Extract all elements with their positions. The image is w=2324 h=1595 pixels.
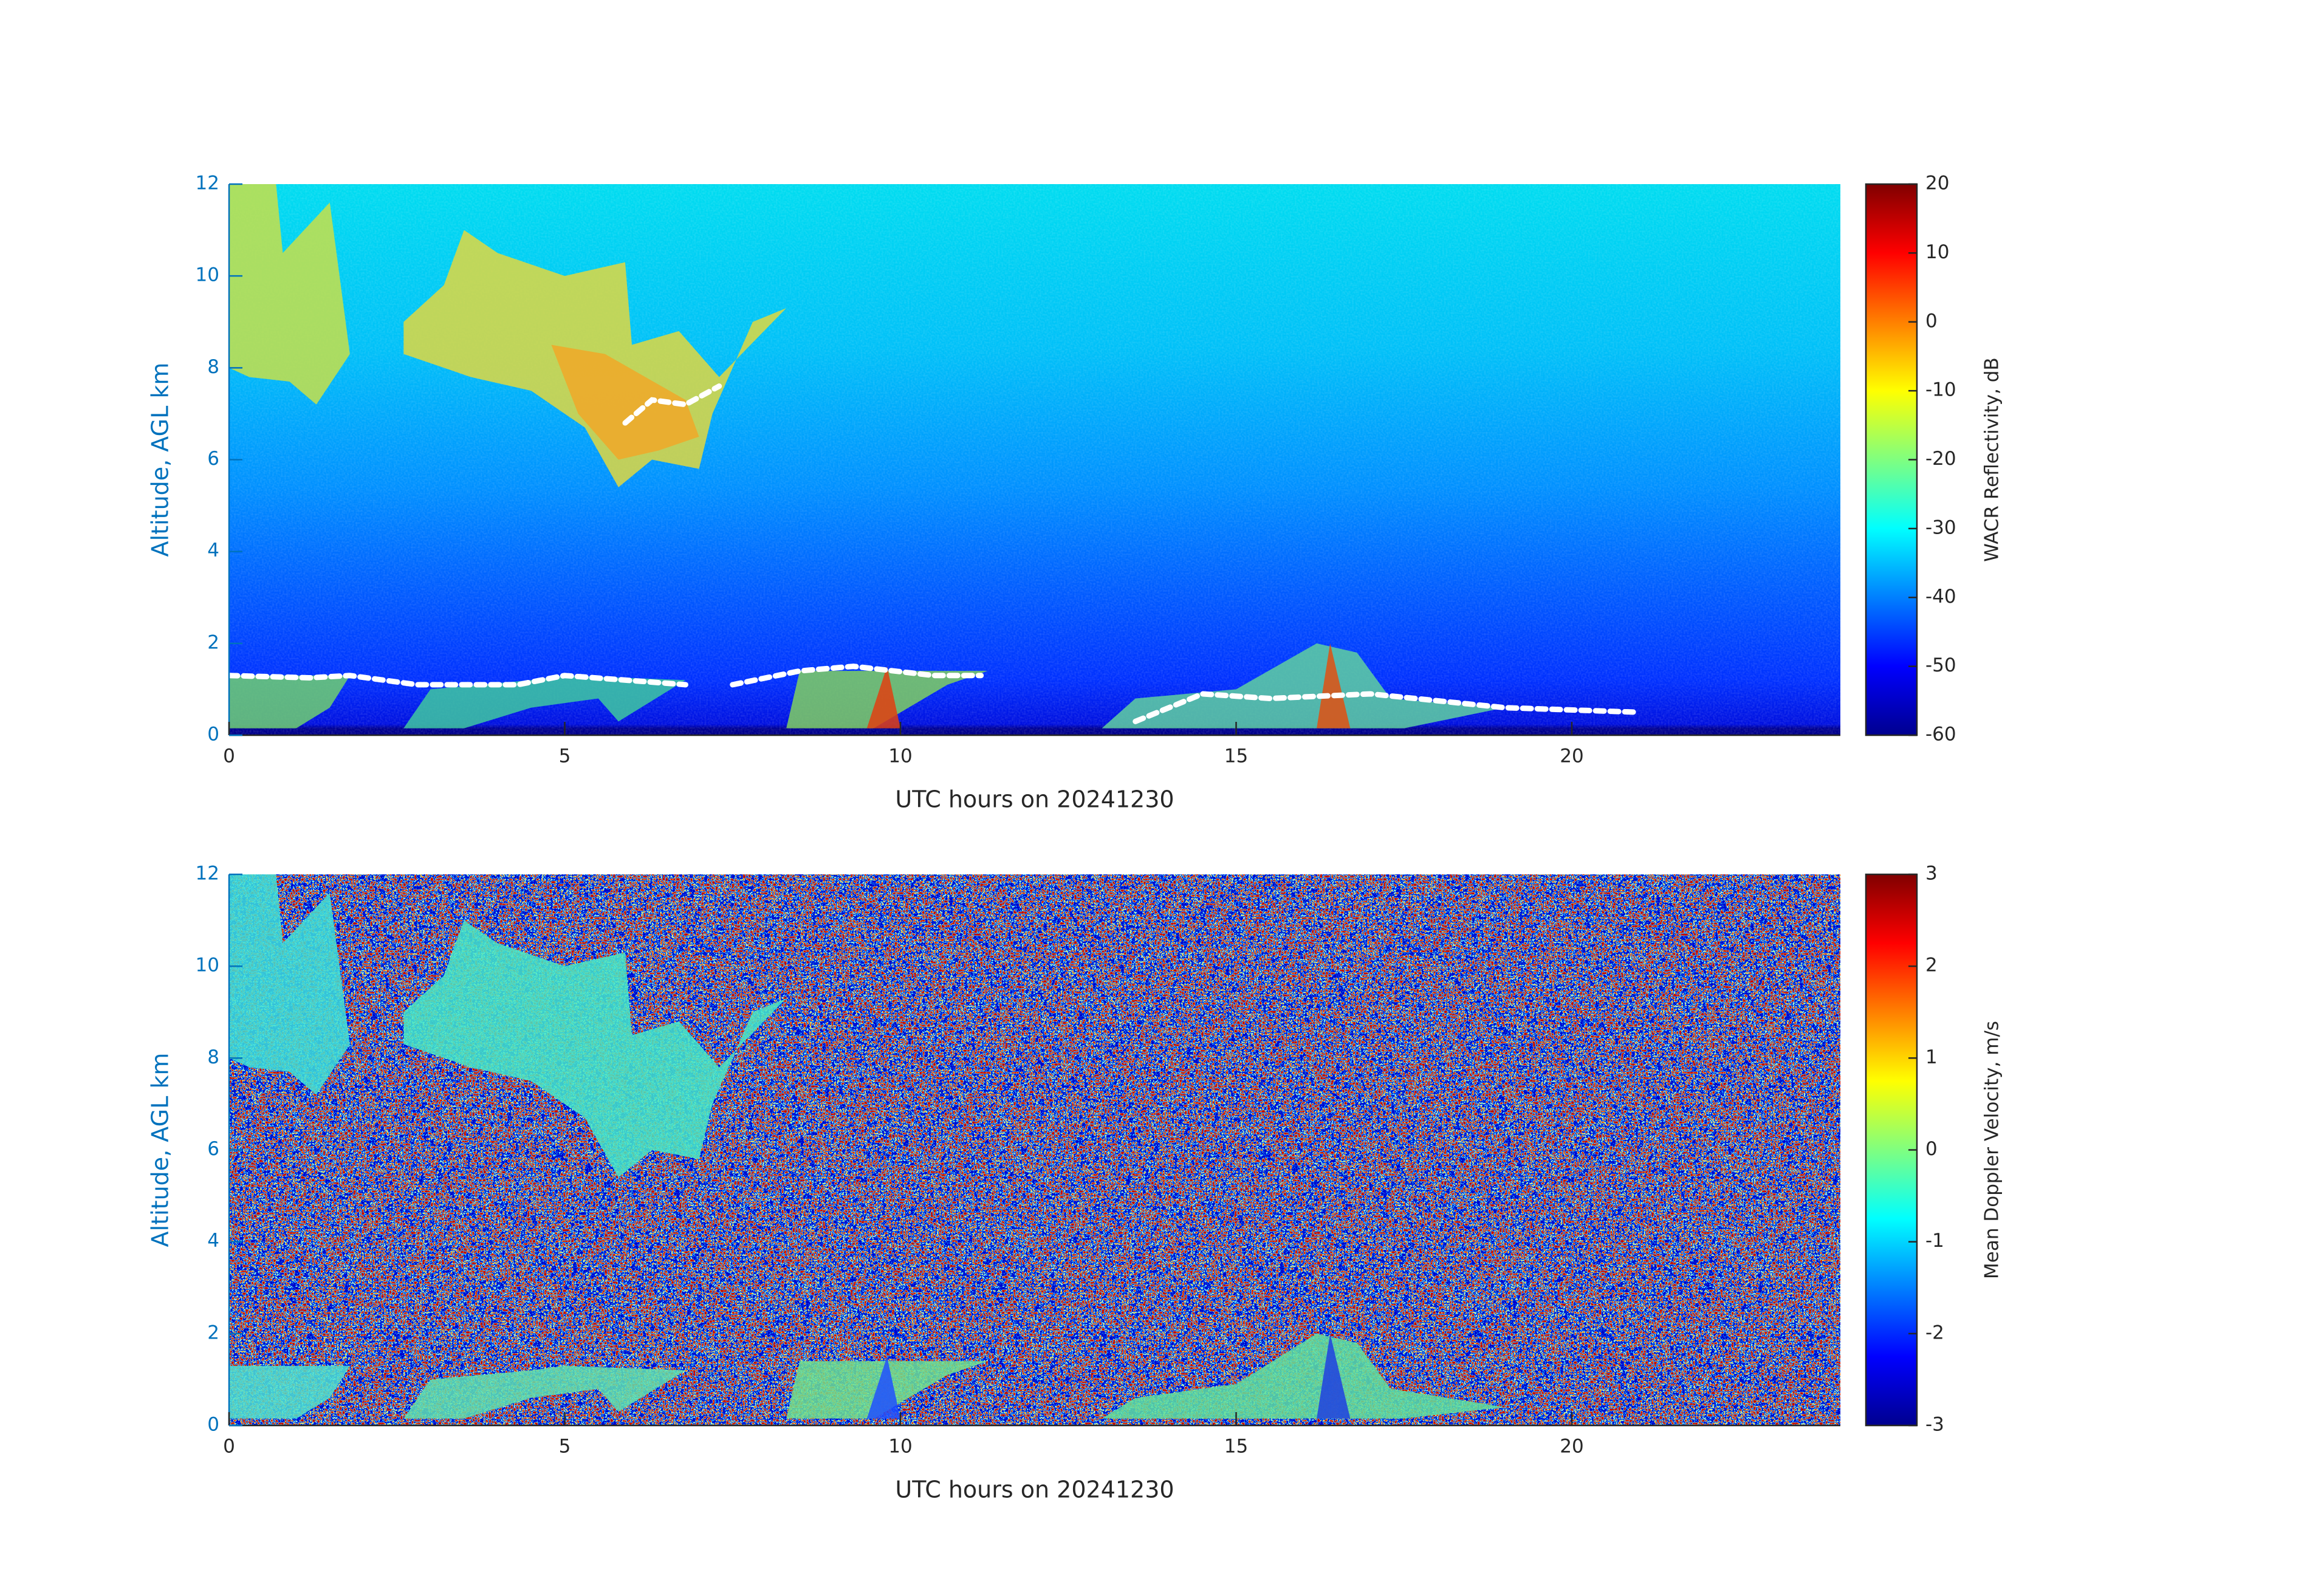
cloud-echo: [229, 184, 350, 405]
clutter-mask: [622, 383, 722, 426]
colorbar-tick-label: 20: [1925, 173, 1949, 194]
x-tick-label: 5: [559, 746, 571, 767]
colorbar-tick-label: -40: [1925, 586, 1956, 608]
x-tick-label: 15: [1224, 746, 1248, 767]
colorbar-tick-label: -60: [1925, 724, 1956, 746]
x-tick-label: 10: [888, 1436, 912, 1458]
colorbar-tick-label: 2: [1925, 955, 1938, 976]
clutter-mask: [229, 673, 688, 688]
colorbar-tick-label: 0: [1925, 310, 1938, 332]
colorbar-tick-label: 0: [1925, 1138, 1938, 1160]
colorbar-tick-label: -3: [1925, 1414, 1944, 1436]
cloud-echo: [551, 345, 699, 460]
y-tick-label: 0: [207, 724, 219, 746]
y-tick-label: 6: [207, 448, 219, 470]
y-axis-label: Altitude, AGL km: [147, 1053, 174, 1247]
cloud-echo: [403, 675, 686, 729]
x-tick-label: 0: [223, 746, 235, 767]
y-tick-label: 10: [196, 264, 219, 286]
colorbar-tick-label: 3: [1925, 863, 1938, 885]
x-axis-label: UTC hours on 20241230: [895, 786, 1174, 813]
x-axis-label: UTC hours on 20241230: [895, 1477, 1174, 1503]
cloud-echo: [229, 874, 350, 1095]
y-tick-label: 0: [207, 1414, 219, 1436]
colorbar-tick-label: -50: [1925, 654, 1956, 676]
x-tick-label: 10: [888, 746, 912, 767]
y-tick-label: 10: [196, 955, 219, 976]
y-tick-label: 2: [207, 1322, 219, 1343]
cloud-echo: [403, 1365, 686, 1419]
y-tick-label: 12: [196, 173, 219, 194]
x-tick-label: 0: [223, 1436, 235, 1458]
clutter-mask: [1133, 691, 1642, 724]
colorbar-tick-label: -30: [1925, 516, 1956, 538]
cloud-echo: [229, 675, 350, 729]
cloud-echo: [1317, 1333, 1351, 1419]
y-tick-label: 4: [207, 1230, 219, 1252]
colorbar-tick-label: 1: [1925, 1046, 1938, 1068]
x-tick-label: 20: [1560, 746, 1583, 767]
y-tick-label: 4: [207, 540, 219, 561]
colorbar-tick-label: -2: [1925, 1322, 1944, 1343]
colorbar-tick-label: 10: [1925, 241, 1949, 263]
plot-area: [229, 184, 1840, 735]
colorbar-label: Mean Doppler Velocity, m/s: [1981, 1021, 2003, 1279]
y-axis-label: Altitude, AGL km: [147, 363, 174, 557]
y-tick-label: 12: [196, 863, 219, 885]
cloud-echo: [866, 666, 900, 729]
clutter-mask: [730, 664, 984, 688]
cloud-echo: [1317, 643, 1351, 729]
y-tick-label: 8: [207, 356, 219, 378]
cloud-echo: [1102, 1333, 1505, 1419]
x-tick-label: 15: [1224, 1436, 1248, 1458]
colorbar-tick-label: -10: [1925, 379, 1956, 401]
cloud-echo: [403, 920, 787, 1178]
y-tick-label: 6: [207, 1138, 219, 1160]
x-tick-label: 20: [1560, 1436, 1583, 1458]
colorbar-tick-label: -1: [1925, 1230, 1944, 1252]
cloud-echo: [229, 1365, 350, 1419]
cloud-echo: [866, 1356, 900, 1419]
y-tick-label: 8: [207, 1046, 219, 1068]
y-tick-label: 2: [207, 631, 219, 653]
colorbar-tick-label: -20: [1925, 448, 1956, 470]
colorbar-label: WACR Reflectivity, dB: [1981, 357, 2003, 561]
cloud-echo: [1102, 643, 1505, 729]
x-tick-label: 5: [559, 1436, 571, 1458]
plot-area: [229, 874, 1840, 1425]
